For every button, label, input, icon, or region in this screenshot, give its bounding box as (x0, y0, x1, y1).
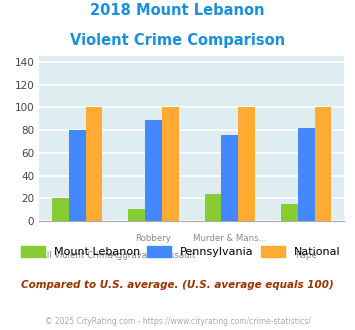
Bar (205, 194, 222, 221)
Legend: Mount Lebanon, Pennsylvania, National: Mount Lebanon, Pennsylvania, National (16, 242, 345, 262)
Text: Rape: Rape (295, 251, 317, 260)
Bar (222, 135, 238, 221)
Bar (281, 204, 298, 221)
Bar (145, 120, 162, 221)
Text: All Violent Crime: All Violent Crime (42, 251, 113, 260)
Text: Compared to U.S. average. (U.S. average equals 100): Compared to U.S. average. (U.S. average … (21, 280, 334, 290)
Text: Aggravated Assault: Aggravated Assault (111, 251, 196, 260)
Text: Robbery: Robbery (136, 234, 171, 243)
Bar (69, 130, 86, 221)
Text: 2018 Mount Lebanon: 2018 Mount Lebanon (90, 3, 265, 18)
Text: Violent Crime Comparison: Violent Crime Comparison (70, 33, 285, 48)
Bar (238, 107, 255, 221)
Bar (162, 107, 179, 221)
Bar (298, 128, 315, 221)
Bar (129, 209, 145, 221)
Text: © 2025 CityRating.com - https://www.cityrating.com/crime-statistics/: © 2025 CityRating.com - https://www.city… (45, 317, 310, 326)
Bar (315, 107, 331, 221)
Bar (52, 198, 69, 221)
Text: Murder & Mans...: Murder & Mans... (193, 234, 267, 243)
Bar (86, 107, 102, 221)
